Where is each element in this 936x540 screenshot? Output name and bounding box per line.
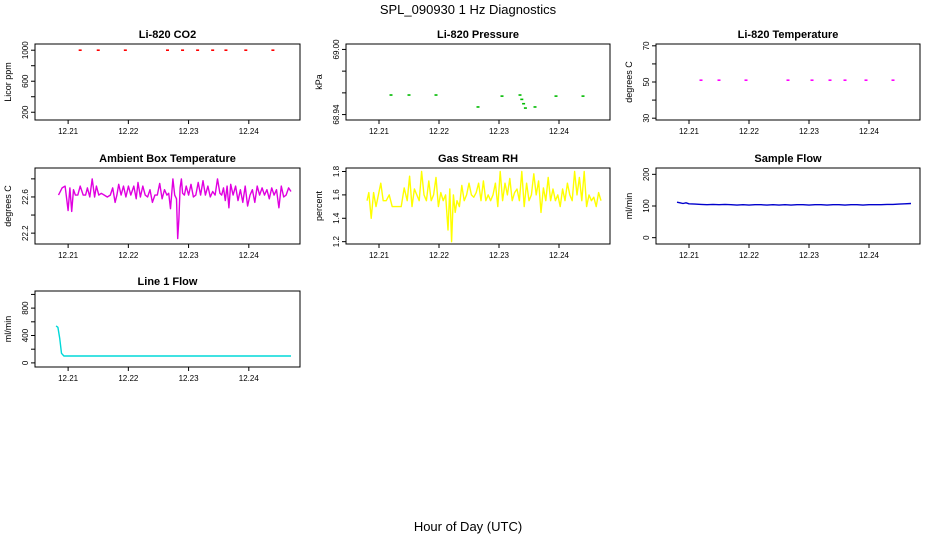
chart-title: Li-820 CO2 <box>139 29 196 41</box>
y-axis-label: percent <box>314 190 324 221</box>
x-tick-label: 12.22 <box>429 251 450 260</box>
x-tick-label: 12.24 <box>239 374 260 383</box>
y-tick-label: 800 <box>21 301 30 315</box>
chart-panel: Gas Stream RH 12.21 12.22 12.23 12.24 1.2 1.4 1… <box>314 153 611 260</box>
y-tick-label: 1.6 <box>332 189 341 201</box>
chart-panel: Li-820 Temperature 12.21 12.22 12.23 12.24 30… <box>624 29 921 136</box>
chart-title: Sample Flow <box>754 153 822 165</box>
y-axis-label: kPa <box>314 74 324 90</box>
y-axis-label: ml/min <box>3 316 13 343</box>
y-tick-label: 400 <box>21 328 30 342</box>
x-tick-label: 12.21 <box>58 251 79 260</box>
plot-frame <box>655 167 921 245</box>
y-tick-label: 22.2 <box>21 225 30 241</box>
plot-frame <box>34 167 301 245</box>
y-tick-label: 1000 <box>21 41 30 59</box>
x-tick-label: 12.22 <box>118 374 139 383</box>
x-tick-label: 12.24 <box>239 251 260 260</box>
y-tick-label: 200 <box>642 167 651 181</box>
x-tick-label: 12.23 <box>799 251 820 260</box>
chart-panel: Li-820 CO2 12.21 12.22 12.23 12.24 200 600 1000… <box>3 29 301 136</box>
chart-panel: Sample Flow 12.21 12.22 12.23 12.24 0 100 200 ml… <box>624 153 921 260</box>
x-tick-label: 12.21 <box>679 251 700 260</box>
y-tick-label: 0 <box>642 235 651 240</box>
chart-panel: Ambient Box Temperature 12.21 12.22 12.23 12… <box>3 153 301 260</box>
chart-panel: Line 1 Flow 12.21 12.22 12.23 12.24 0 400 800 ml… <box>3 276 301 383</box>
chart-title: Line 1 Flow <box>138 276 198 288</box>
series-line <box>366 170 602 243</box>
x-tick-label: 12.23 <box>489 127 510 136</box>
x-tick-label: 12.21 <box>369 251 390 260</box>
y-axis-label: degrees C <box>624 61 634 103</box>
x-tick-label: 12.22 <box>739 251 760 260</box>
x-tick-label: 12.22 <box>429 127 450 136</box>
series-line <box>57 178 292 240</box>
y-tick-label: 69.00 <box>332 39 341 60</box>
x-tick-label: 12.21 <box>679 127 700 136</box>
figure-x-axis-label: Hour of Day (UTC) <box>413 519 523 534</box>
chart-title: Li-820 Temperature <box>738 29 839 41</box>
y-tick-label: 1.2 <box>332 236 341 248</box>
figure-title: SPL_090930 1 Hz Diagnostics <box>379 2 557 17</box>
x-tick-label: 12.23 <box>179 127 200 136</box>
x-tick-label: 12.21 <box>58 127 79 136</box>
plot-frame <box>655 43 921 121</box>
x-tick-label: 12.21 <box>58 374 79 383</box>
y-axis-label: degrees C <box>3 185 13 227</box>
x-tick-label: 12.23 <box>489 251 510 260</box>
x-tick-label: 12.22 <box>739 127 760 136</box>
chart-title: Gas Stream RH <box>438 153 518 165</box>
y-axis-label: Licor ppm <box>3 62 13 102</box>
y-tick-label: 100 <box>642 199 651 213</box>
series-line <box>676 201 912 206</box>
chart-title: Li-820 Pressure <box>437 29 519 41</box>
plot-frame <box>34 290 301 368</box>
chart-panel: Li-820 Pressure 12.21 12.22 12.23 12.24 68.94… <box>314 29 611 136</box>
x-tick-label: 12.23 <box>179 251 200 260</box>
y-tick-label: 1.8 <box>332 165 341 177</box>
y-tick-label: 200 <box>21 105 30 119</box>
y-tick-label: 30 <box>642 113 651 122</box>
x-tick-label: 12.24 <box>549 251 570 260</box>
x-tick-label: 12.24 <box>859 127 880 136</box>
series-line <box>55 325 291 357</box>
chart-title: Ambient Box Temperature <box>99 153 236 165</box>
x-tick-label: 12.24 <box>549 127 570 136</box>
x-tick-label: 12.24 <box>239 127 260 136</box>
x-tick-label: 12.21 <box>369 127 390 136</box>
x-tick-label: 12.23 <box>179 374 200 383</box>
x-tick-label: 12.24 <box>859 251 880 260</box>
x-tick-label: 12.22 <box>118 251 139 260</box>
y-tick-label: 50 <box>642 77 651 86</box>
y-tick-label: 22.6 <box>21 189 30 205</box>
y-tick-label: 68.94 <box>332 104 341 125</box>
plot-frame <box>34 43 301 121</box>
y-axis-label: ml/min <box>624 193 634 220</box>
x-tick-label: 12.23 <box>799 127 820 136</box>
x-tick-label: 12.22 <box>118 127 139 136</box>
y-tick-label: 70 <box>642 41 651 50</box>
y-tick-label: 0 <box>21 360 30 365</box>
plot-frame <box>345 167 611 245</box>
y-tick-label: 1.4 <box>332 212 341 224</box>
plot-frame <box>345 43 611 121</box>
y-tick-label: 600 <box>21 74 30 88</box>
